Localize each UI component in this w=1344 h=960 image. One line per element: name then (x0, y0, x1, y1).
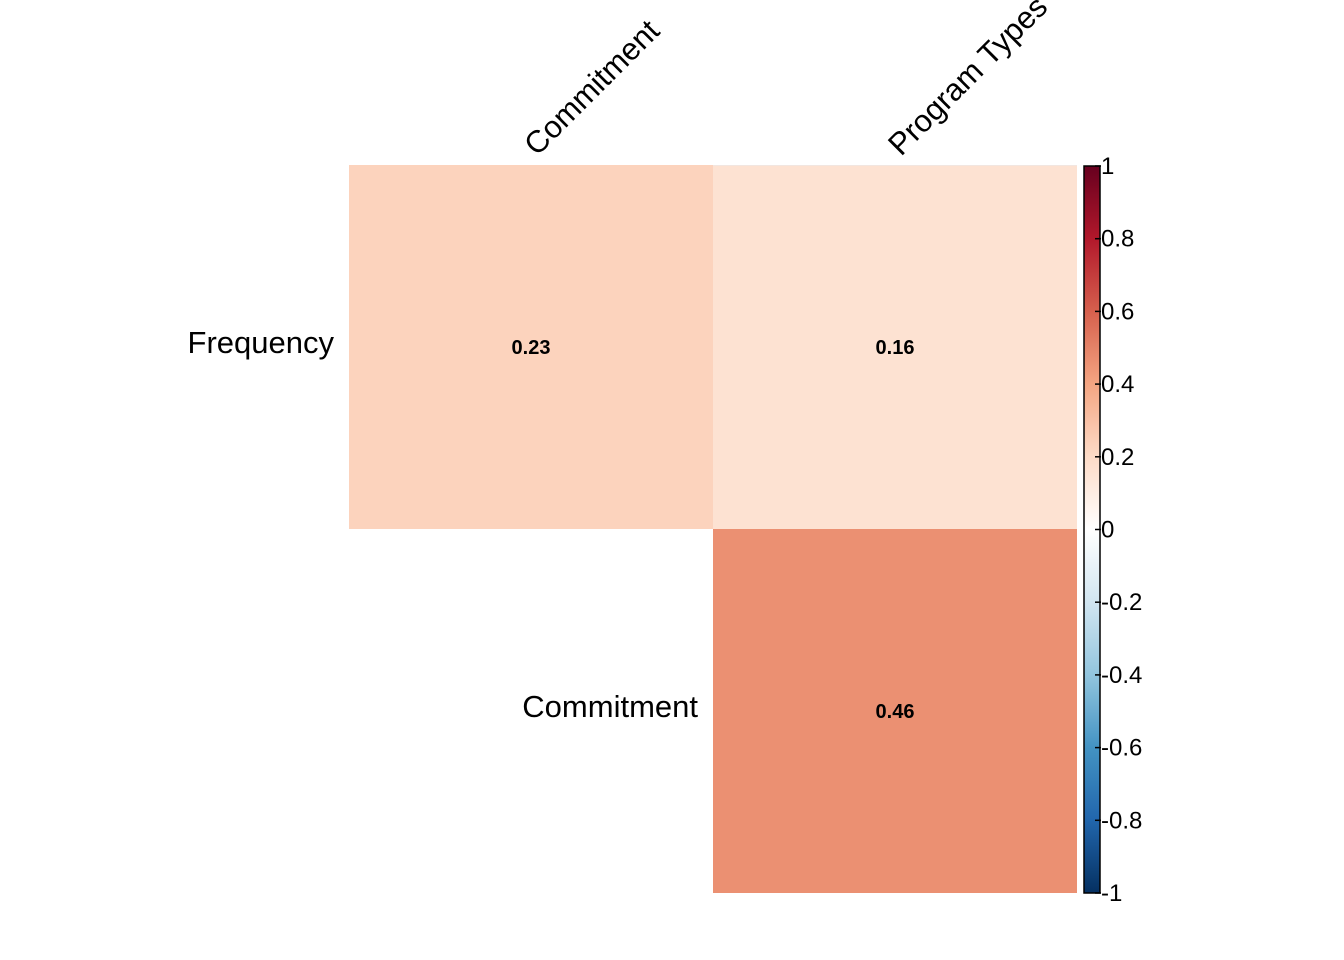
heatmap-cell-commitment-program-types (713, 529, 1077, 893)
colorbar-ticks: 1 0.8 0.6 0.4 0.2 0 -0.2 -0.4 -0.6 -0.8 -1 (1095, 153, 1142, 907)
cell-value-label: 0.46 (876, 701, 915, 723)
heatmap-cell-frequency-commitment (349, 165, 713, 529)
column-label-commitment: Commitment (517, 13, 666, 162)
row-labels: Frequency Commitment (188, 325, 699, 724)
cell-value-label: 0.23 (512, 337, 551, 359)
colorbar-tick-label: -1 (1101, 880, 1122, 907)
cell-value-label: 0.16 (876, 337, 915, 359)
row-label-commitment: Commitment (522, 689, 698, 724)
colorbar-tick-label: -0.2 (1101, 589, 1142, 616)
colorbar-tick-label: 1 (1101, 153, 1114, 180)
column-label-program-types: Program Types (881, 0, 1054, 162)
heatmap-cells: 0.23 0.16 0.46 (349, 165, 1077, 893)
colorbar-tick-label: 0 (1101, 517, 1114, 544)
row-label-frequency: Frequency (188, 325, 335, 360)
heatmap-cell-frequency-program-types (713, 165, 1077, 529)
colorbar-tick-label: -0.8 (1101, 807, 1142, 834)
colorbar-tick-label: 0.8 (1101, 226, 1134, 253)
colorbar-tick-label: 0.4 (1101, 371, 1134, 398)
colorbar-tick-label: -0.4 (1101, 662, 1142, 689)
column-labels: Commitment Program Types (517, 0, 1054, 162)
colorbar-tick-label: -0.6 (1101, 735, 1142, 762)
colorbar: 1 0.8 0.6 0.4 0.2 0 -0.2 -0.4 -0.6 -0.8 -1 (1083, 153, 1142, 907)
colorbar-tick-label: 0.6 (1101, 298, 1134, 325)
colorbar-tick-label: 0.2 (1101, 444, 1134, 471)
